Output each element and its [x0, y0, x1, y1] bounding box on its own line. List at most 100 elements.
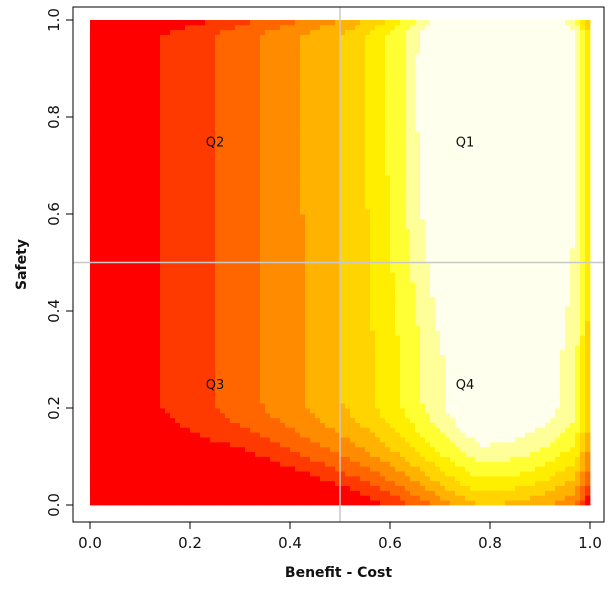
heatmap-cell [530, 311, 536, 317]
heatmap-cell [145, 344, 151, 351]
heatmap-cell [195, 296, 201, 302]
heatmap-cell [585, 311, 591, 317]
heatmap-cell [205, 291, 211, 297]
heatmap-cell [260, 340, 266, 346]
heatmap-cell [260, 291, 266, 297]
heatmap-cell [580, 272, 586, 278]
heatmap-cell [150, 340, 156, 346]
heatmap-cell [470, 441, 476, 448]
heatmap-cell [160, 427, 166, 433]
heatmap-cell [150, 427, 156, 433]
heatmap-cell [465, 354, 471, 360]
heatmap-cell [340, 311, 346, 317]
heatmap-cell [160, 451, 166, 457]
heatmap-cell [580, 374, 586, 380]
heatmap-cell [460, 412, 466, 419]
heatmap-cell [125, 403, 131, 409]
heatmap-cell [140, 340, 146, 346]
heatmap-cell [330, 340, 336, 346]
heatmap-cell [280, 388, 286, 394]
heatmap-cell [195, 325, 201, 331]
heatmap-cell [160, 374, 166, 380]
heatmap-cell [460, 451, 466, 457]
heatmap-cell [110, 301, 116, 307]
heatmap-cell [440, 446, 446, 453]
heatmap-cell [535, 403, 541, 409]
heatmap-cell [530, 340, 536, 346]
heatmap-cell [450, 369, 456, 375]
heatmap-cell [110, 441, 116, 448]
heatmap-cell [175, 446, 181, 453]
heatmap-cell [200, 427, 206, 433]
heatmap-cell [180, 388, 186, 394]
heatmap-cell [260, 466, 266, 472]
heatmap-cell [485, 306, 491, 312]
heatmap-cell [445, 359, 451, 365]
heatmap-cell [275, 437, 281, 443]
heatmap-cell [240, 315, 246, 322]
heatmap-cell [115, 485, 121, 491]
heatmap-cell [365, 359, 371, 365]
heatmap-cell [490, 408, 496, 414]
heatmap-cell [280, 393, 286, 399]
heatmap-cell [170, 408, 176, 414]
heatmap-cell [405, 446, 411, 453]
heatmap-cell [430, 272, 436, 278]
heatmap-cell [400, 398, 406, 404]
heatmap-cell [150, 490, 156, 496]
heatmap-cell [310, 471, 316, 477]
heatmap-cell [255, 417, 261, 423]
heatmap-cell [525, 393, 531, 399]
heatmap-cell [165, 296, 171, 302]
heatmap-cell [575, 437, 581, 443]
heatmap-cell [555, 451, 561, 457]
heatmap-cell [565, 354, 571, 360]
heatmap-cell [400, 393, 406, 399]
heatmap-cell [210, 296, 216, 302]
heatmap-cell [175, 291, 181, 297]
heatmap-cell [520, 330, 526, 336]
heatmap-cell [340, 495, 346, 501]
heatmap-cell [580, 412, 586, 419]
heatmap-cell [235, 374, 241, 380]
heatmap-cell [150, 495, 156, 501]
heatmap-cell [390, 296, 396, 302]
heatmap-cell [125, 340, 131, 346]
heatmap-cell [525, 272, 531, 278]
heatmap-cell [530, 412, 536, 419]
heatmap-cell [150, 291, 156, 297]
heatmap-cell [285, 301, 291, 307]
heatmap-cell [270, 408, 276, 414]
heatmap-cell [270, 383, 276, 389]
heatmap-cell [275, 398, 281, 404]
heatmap-cell [390, 277, 396, 283]
heatmap-cell [400, 364, 406, 370]
heatmap-cell [340, 388, 346, 394]
heatmap-cell [405, 335, 411, 341]
heatmap-cell [385, 335, 391, 341]
heatmap-cell [255, 286, 261, 292]
heatmap-cell [385, 320, 391, 326]
heatmap-cell [265, 446, 271, 453]
heatmap-cell [525, 320, 531, 326]
heatmap-cell [100, 291, 106, 297]
heatmap-cell [250, 335, 256, 341]
heatmap-cell [130, 262, 136, 268]
heatmap-cell [420, 422, 426, 428]
heatmap-cell [260, 286, 266, 292]
heatmap-cell [175, 388, 181, 394]
heatmap-cell [365, 422, 371, 428]
heatmap-cell [125, 281, 131, 288]
heatmap-cell [415, 393, 421, 399]
heatmap-cell [275, 272, 281, 278]
heatmap-cell [135, 480, 141, 486]
heatmap-cell [555, 354, 561, 360]
heatmap-cell [370, 461, 376, 467]
heatmap-cell [385, 412, 391, 419]
heatmap-cell [270, 500, 276, 506]
heatmap-cell [215, 427, 221, 433]
heatmap-cell [480, 437, 486, 443]
heatmap-cell [315, 277, 321, 283]
heatmap-cell [460, 306, 466, 312]
heatmap-cell [580, 500, 586, 506]
